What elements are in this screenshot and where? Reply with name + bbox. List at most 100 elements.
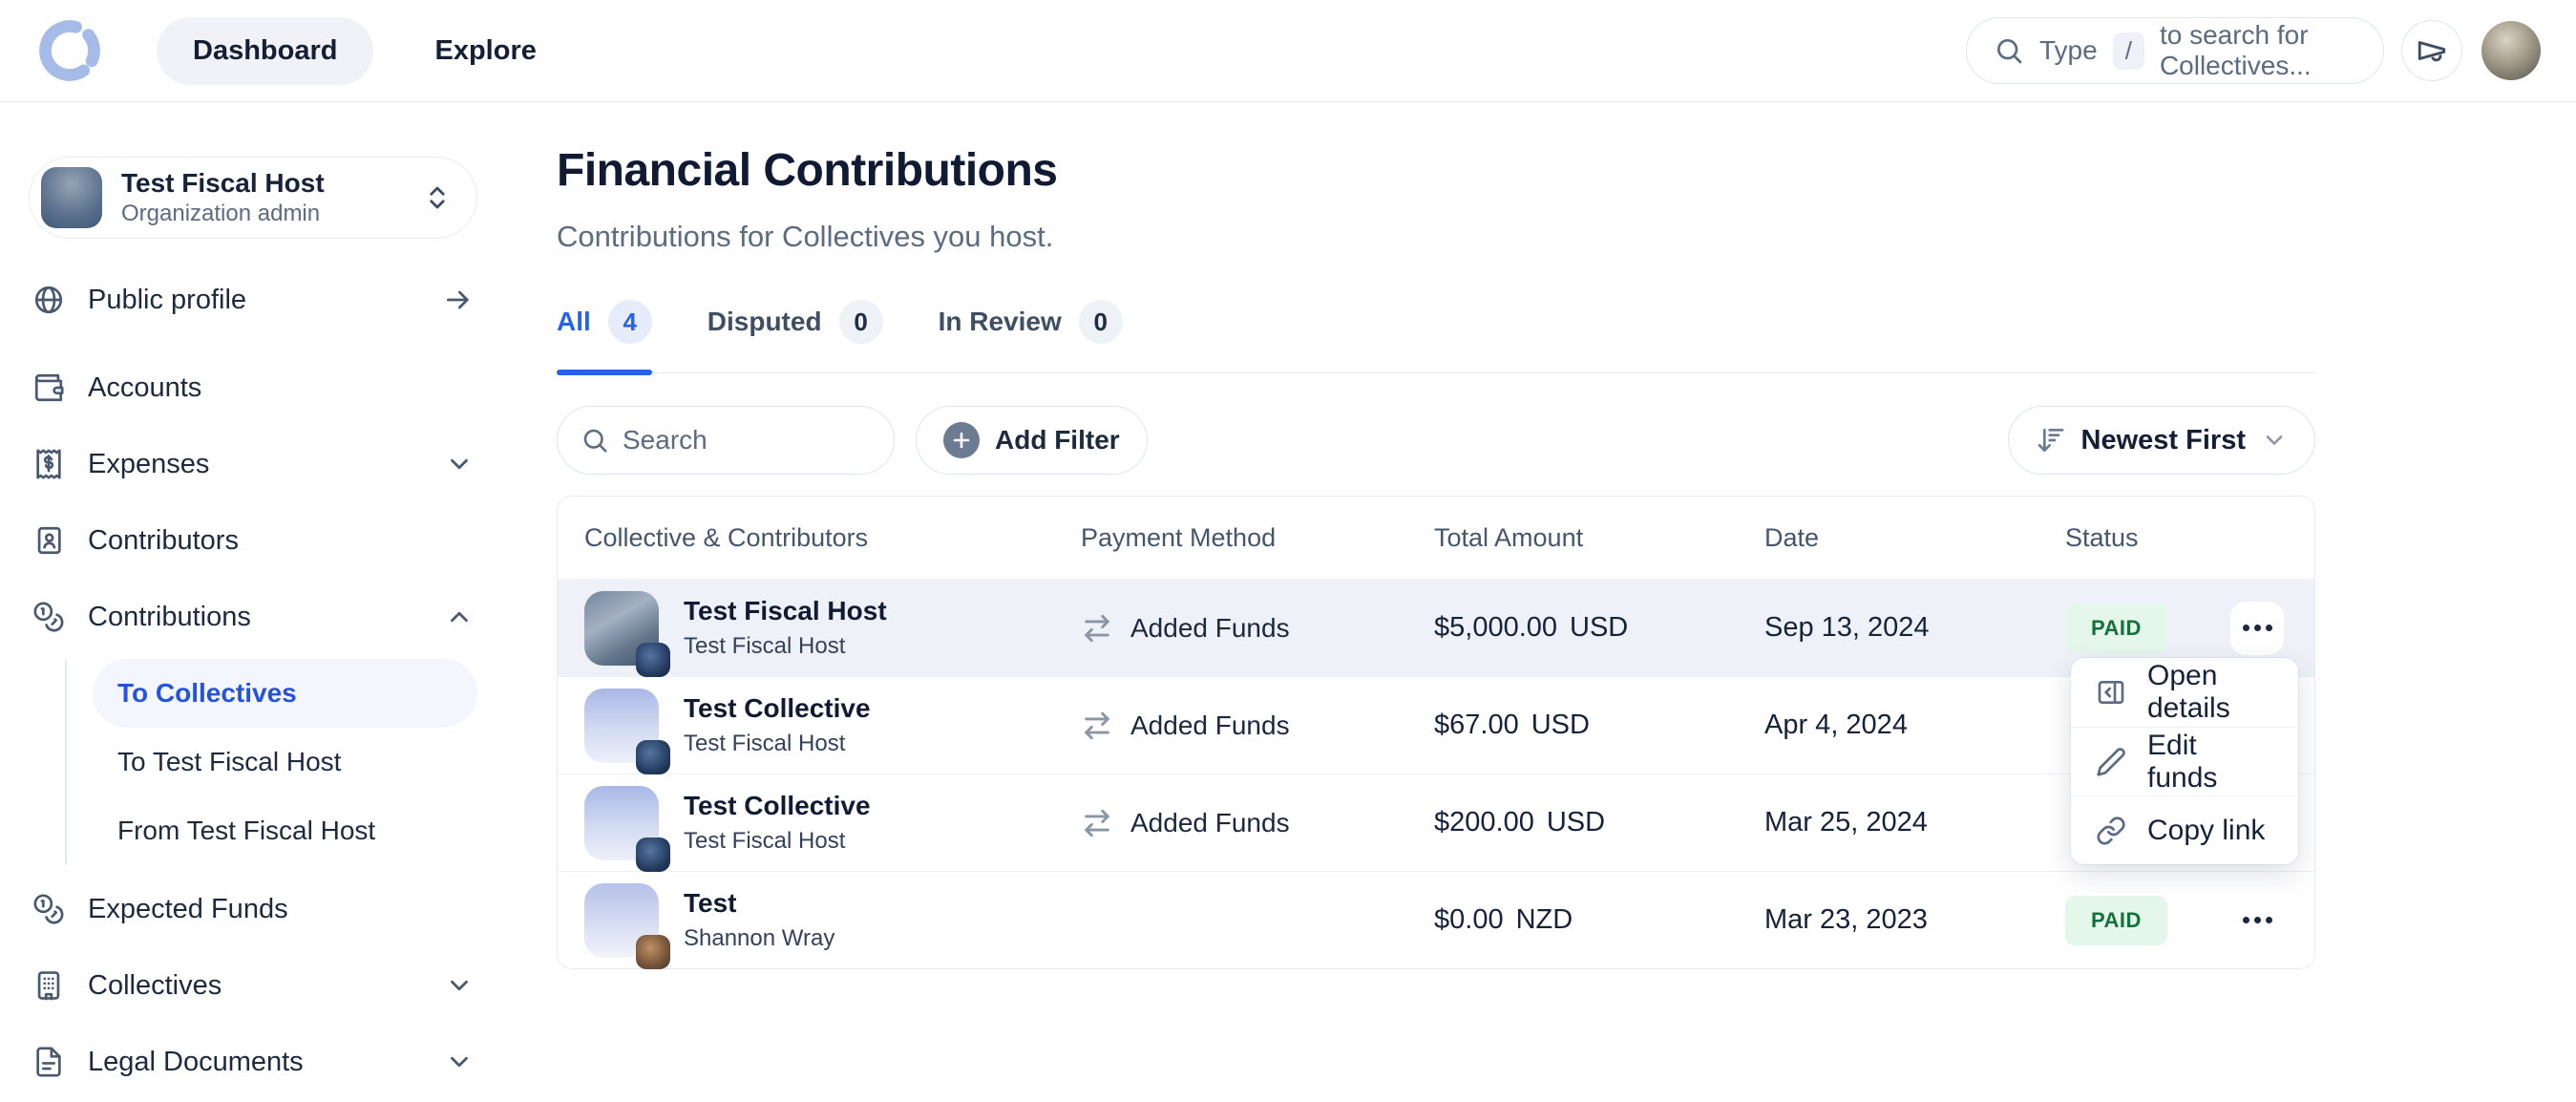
menu-item-copy-link[interactable]: Copy link <box>2071 795 2298 864</box>
chevron-down-icon <box>2261 427 2288 454</box>
megaphone-icon <box>2416 34 2448 67</box>
status-badge: PAID <box>2065 895 2167 945</box>
amount-value: $0.00 <box>1434 904 1504 935</box>
table-row[interactable]: Test Collective Test Fiscal Host Added F… <box>558 676 2314 774</box>
column-header-total-amount: Total Amount <box>1434 522 1584 552</box>
page-title: Financial Contributions <box>557 145 1058 196</box>
contacts-book-icon <box>32 524 65 557</box>
amount-value: $200.00 <box>1434 807 1534 837</box>
table-search-input[interactable] <box>623 425 871 456</box>
org-role: Organization admin <box>121 201 321 227</box>
org-avatar <box>41 167 102 228</box>
sidebar: Test Fiscal Host Organization admin Publ… <box>0 102 506 1102</box>
menu-item-label: Open details <box>2147 660 2230 724</box>
transfer-arrows-icon <box>1081 807 1113 839</box>
global-search-input[interactable]: Type / to search for Collectives... <box>1966 17 2384 84</box>
sort-button[interactable]: Newest First <box>2007 406 2315 475</box>
sidebar-subitem-to-collectives[interactable]: To Collectives <box>93 659 477 728</box>
ellipsis-icon <box>2242 917 2249 923</box>
row-actions-button[interactable] <box>2230 601 2284 655</box>
date-cell: Mar 23, 2023 <box>1764 904 1928 935</box>
collective-account: Test Fiscal Host <box>684 828 846 855</box>
sidebar-menu: Public profile Accounts Expenses <box>29 262 477 1100</box>
sidebar-item-contributors[interactable]: Contributors <box>29 502 477 579</box>
tab-label: In Review <box>938 307 1062 336</box>
sidebar-item-legal-documents[interactable]: Legal Documents <box>29 1024 477 1100</box>
table-row[interactable]: Test Fiscal Host Test Fiscal Host Added … <box>558 579 2314 677</box>
open-panel-icon <box>2096 677 2126 708</box>
sidebar-item-label: Contributors <box>88 524 239 556</box>
sidebar-item-contributions[interactable]: Contributions <box>29 579 477 655</box>
nav-dashboard[interactable]: Dashboard <box>157 16 374 85</box>
date-cell: Sep 13, 2024 <box>1764 612 1930 643</box>
search-icon <box>1994 35 2024 66</box>
building-icon <box>32 969 65 1002</box>
tab-all[interactable]: All 4 <box>557 300 652 375</box>
sidebar-item-public-profile[interactable]: Public profile <box>29 262 477 338</box>
collective-name[interactable]: Test Collective <box>684 692 871 723</box>
open-collective-logo-icon[interactable] <box>34 15 105 86</box>
transfer-arrows-icon <box>1081 710 1113 742</box>
menu-item-edit-funds[interactable]: Edit funds <box>2071 727 2298 795</box>
pencil-icon <box>2096 747 2126 777</box>
app-shell: Test Fiscal Host Organization admin Publ… <box>0 102 2576 1102</box>
plus-circle-icon <box>943 422 980 458</box>
sidebar-subitem-from-test-fiscal-host[interactable]: From Test Fiscal Host <box>117 816 376 845</box>
column-header-collective: Collective & Contributors <box>584 522 869 552</box>
collective-cell: Test Collective Test Fiscal Host <box>584 688 1081 774</box>
nav-explore[interactable]: Explore <box>434 34 537 66</box>
collective-texts: Test Collective Test Fiscal Host <box>684 692 871 758</box>
status-cell: PAID <box>2065 603 2230 653</box>
user-avatar[interactable] <box>2481 21 2541 80</box>
amount-cell: $200.00 USD <box>1434 807 1764 838</box>
collective-account: Shannon Wray <box>684 925 835 952</box>
top-navbar: Dashboard Explore Type / to search for C… <box>0 0 2576 102</box>
collective-texts: Test Fiscal Host Test Fiscal Host <box>684 595 887 661</box>
table-row[interactable]: Test Collective Test Fiscal Host Added F… <box>558 774 2314 872</box>
sidebar-item-accounts[interactable]: Accounts <box>29 350 477 426</box>
sidebar-item-expenses[interactable]: Expenses <box>29 426 477 502</box>
sort-label: Newest First <box>2080 424 2246 456</box>
sidebar-item-label: Legal Documents <box>88 1046 304 1077</box>
sidebar-item-label: Expenses <box>88 448 210 479</box>
menu-item-open-details[interactable]: Open details <box>2071 658 2298 727</box>
amount-currency: NZD <box>1515 904 1573 935</box>
collective-name[interactable]: Test <box>684 887 737 918</box>
collective-name[interactable]: Test Collective <box>684 790 871 820</box>
payment-method-cell: Added Funds <box>1081 612 1434 645</box>
tab-in-review[interactable]: In Review 0 <box>939 300 1123 372</box>
menu-item-label: Copy link <box>2147 814 2266 846</box>
status-tabs: All 4 Disputed 0 In Review 0 <box>557 300 2315 375</box>
sort-descending-icon <box>2036 425 2066 456</box>
collective-cell: Test Fiscal Host Test Fiscal Host <box>584 590 1081 677</box>
payment-method-cell: Added Funds <box>1081 807 1434 839</box>
menu-item-label: Edit funds <box>2147 729 2218 794</box>
tab-count-badge: 0 <box>1078 300 1123 344</box>
chevrons-up-down-icon <box>423 183 452 212</box>
chevron-up-icon <box>445 603 474 631</box>
chevron-down-icon <box>445 450 474 478</box>
tab-disputed[interactable]: Disputed 0 <box>707 300 883 372</box>
arrow-right-icon <box>443 285 474 315</box>
collective-texts: Test Shannon Wray <box>684 887 834 953</box>
contributions-table: Collective & Contributors Payment Method… <box>557 496 2315 969</box>
sidebar-item-expected-funds[interactable]: Expected Funds <box>29 871 477 947</box>
add-filter-button[interactable]: Add Filter <box>916 406 1148 475</box>
row-actions-button[interactable] <box>2230 894 2284 947</box>
collective-name[interactable]: Test Fiscal Host <box>684 595 887 625</box>
page-subtitle: Contributions for Collectives you host. <box>557 220 1054 253</box>
sidebar-subitem-to-test-fiscal-host[interactable]: To Test Fiscal Host <box>117 747 342 776</box>
primary-nav: Dashboard Explore <box>157 16 573 85</box>
sidebar-item-collectives[interactable]: Collectives <box>29 947 477 1024</box>
status-cell: PAID <box>2065 895 2230 945</box>
payment-method-label: Added Funds <box>1130 710 1290 740</box>
table-row[interactable]: Test Shannon Wray $0.00 NZD Mar 23, 2023… <box>558 871 2314 969</box>
table-search-field[interactable] <box>557 406 895 475</box>
collective-avatar <box>584 882 670 969</box>
announcements-button[interactable] <box>2401 20 2462 81</box>
coins-icon <box>32 601 65 633</box>
collective-avatar <box>584 590 670 677</box>
payment-method-label: Added Funds <box>1130 612 1290 643</box>
org-switcher[interactable]: Test Fiscal Host Organization admin <box>29 157 477 239</box>
